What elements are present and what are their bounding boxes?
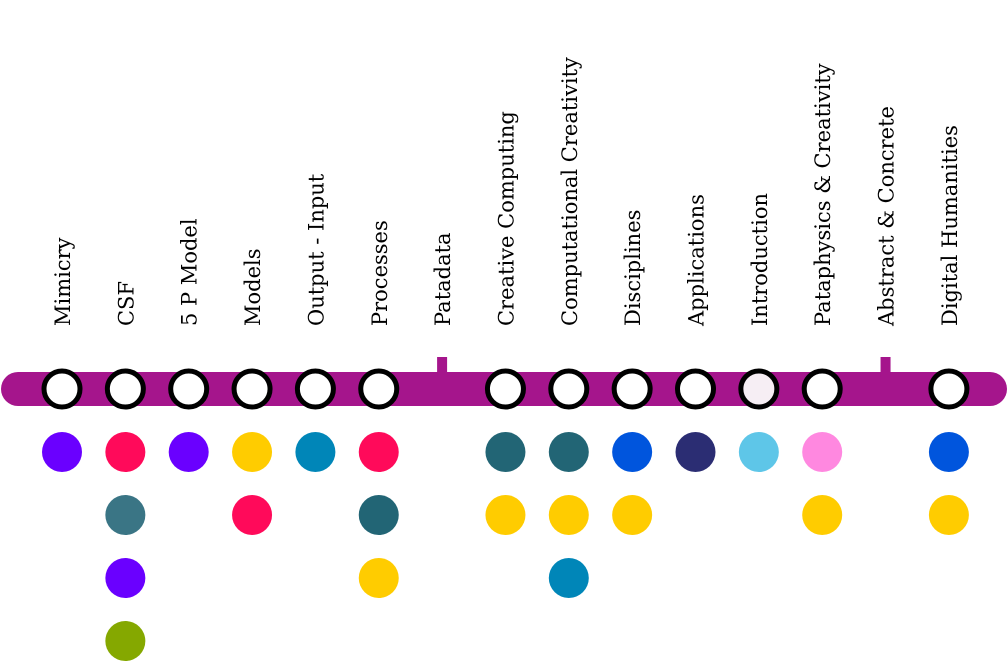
station-csf bbox=[104, 368, 146, 410]
dot-output-input-1 bbox=[295, 432, 336, 472]
label-disciplines: Disciplines bbox=[621, 210, 645, 326]
dot-processes-1 bbox=[358, 432, 399, 472]
station-models bbox=[231, 368, 273, 410]
station-5-p-model bbox=[168, 368, 210, 410]
label-output-input: Output - Input bbox=[304, 173, 328, 326]
dot-csf-3 bbox=[105, 558, 146, 598]
dot-processes-3 bbox=[358, 558, 399, 598]
label-abstract-and-concrete: Abstract & Concrete bbox=[875, 106, 899, 327]
dot-applications-1 bbox=[675, 432, 716, 472]
dot-disciplines-1 bbox=[612, 432, 653, 472]
label-5-p-model: 5 P Model bbox=[178, 218, 202, 326]
label-pataphysics-and-creativity: Pataphysics & Creativity bbox=[811, 63, 835, 326]
station-applications bbox=[675, 368, 716, 410]
dot-processes-2 bbox=[358, 495, 399, 535]
dot-pataphysics-and-creativity-2 bbox=[802, 495, 843, 535]
tick-abstract-and-concrete bbox=[880, 357, 891, 377]
label-applications: Applications bbox=[685, 194, 709, 327]
station-digital-humanities bbox=[928, 368, 970, 410]
label-mimicry: Mimicry bbox=[51, 237, 75, 326]
station-creative-computing bbox=[484, 368, 526, 410]
label-introduction: Introduction bbox=[748, 193, 772, 326]
label-computational-creativity: Computational Creativity bbox=[558, 57, 582, 326]
label-patadata: Patadata bbox=[431, 232, 455, 326]
dot-digital-humanities-1 bbox=[928, 432, 969, 472]
dot-5-p-model-1 bbox=[168, 432, 209, 472]
label-models: Models bbox=[241, 248, 265, 326]
label-csf: CSF bbox=[114, 281, 138, 326]
dot-models-1 bbox=[232, 432, 273, 472]
dot-csf-1 bbox=[105, 432, 146, 472]
dot-layer bbox=[42, 432, 969, 661]
station-computational-creativity bbox=[548, 368, 590, 410]
dot-creative-computing-1 bbox=[485, 432, 526, 472]
dot-mimicry-1 bbox=[42, 432, 82, 472]
label-creative-computing: Creative Computing bbox=[494, 111, 518, 326]
dot-computational-creativity-3 bbox=[548, 558, 589, 598]
station-pataphysics-and-creativity bbox=[801, 368, 843, 410]
dot-disciplines-2 bbox=[612, 495, 653, 535]
dot-csf-4 bbox=[105, 621, 146, 661]
dot-creative-computing-2 bbox=[485, 495, 526, 535]
station-processes bbox=[358, 368, 400, 410]
dot-models-2 bbox=[232, 495, 273, 535]
station-output-input bbox=[294, 368, 336, 410]
dot-digital-humanities-2 bbox=[928, 495, 969, 535]
tick-patadata bbox=[437, 357, 448, 377]
dot-computational-creativity-1 bbox=[548, 432, 589, 472]
station-introduction bbox=[738, 368, 780, 410]
station-mimicry bbox=[41, 368, 83, 410]
station-disciplines bbox=[611, 368, 653, 410]
dot-introduction-1 bbox=[738, 432, 779, 472]
dot-pataphysics-and-creativity-1 bbox=[802, 432, 843, 472]
tick-layer bbox=[437, 357, 891, 377]
label-digital-humanities: Digital Humanities bbox=[938, 125, 962, 326]
station-layer bbox=[41, 368, 970, 410]
label-processes: Processes bbox=[368, 220, 392, 326]
dot-csf-2 bbox=[105, 495, 146, 535]
label-layer: Mimicry CSF 5 P Model Models Output - Input P… bbox=[51, 57, 962, 327]
dot-computational-creativity-2 bbox=[548, 495, 589, 535]
